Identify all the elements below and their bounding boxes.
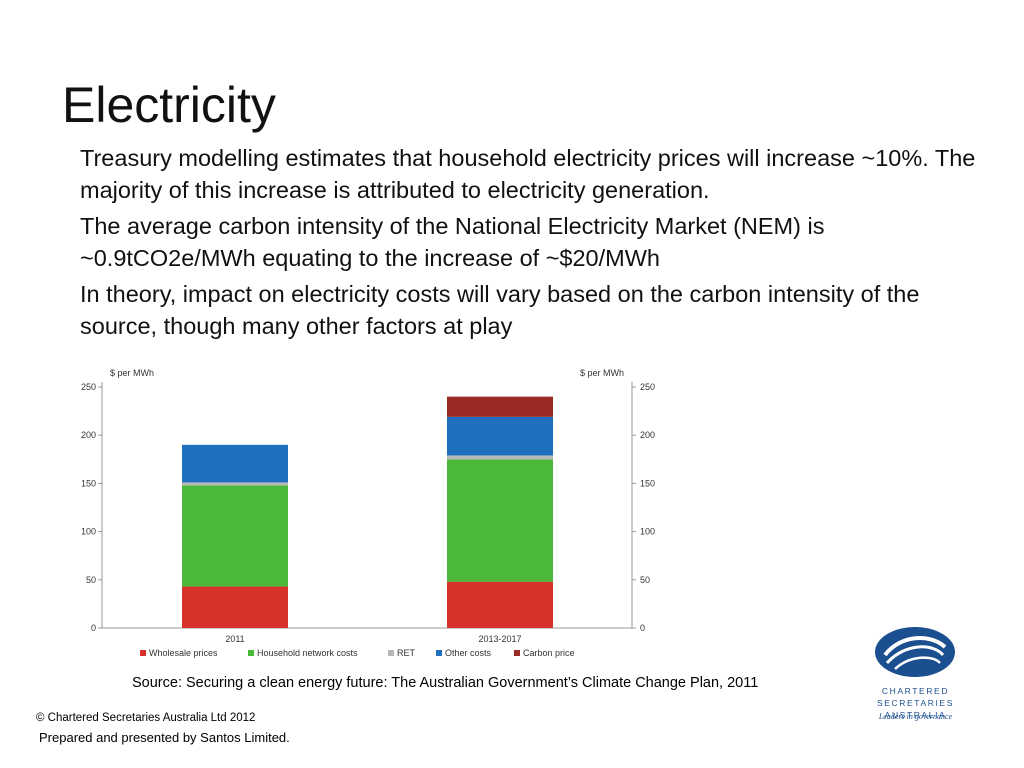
bullet-item: In theory, impact on electricity costs w… xyxy=(80,281,920,339)
legend-swatch xyxy=(388,650,394,656)
legend-swatch xyxy=(140,650,146,656)
chart-svg: 0 0 50 50 100 100 150 150 200 200 250 250 $ per MWh $… xyxy=(81,368,655,658)
y-tick-label-right: 150 xyxy=(640,478,655,488)
y-tick-label-left: 100 xyxy=(81,527,96,537)
logo-line-1: CHARTERED SECRETARIES xyxy=(877,686,954,708)
y-tick-label-left: 0 xyxy=(91,623,96,633)
logo-line-2: AUSTRALIA xyxy=(884,710,947,720)
y-axis-label-left: $ per MWh xyxy=(110,368,154,378)
prepared-by-text: Prepared and presented by Santos Limited… xyxy=(39,730,290,745)
bar-segment xyxy=(182,444,288,483)
legend-label: Wholesale prices xyxy=(149,648,218,658)
source-caption: Source: Securing a clean energy future: … xyxy=(132,675,759,691)
bar-segment xyxy=(447,416,553,456)
y-tick-label-right: 50 xyxy=(640,575,650,585)
y-axis-label-right: $ per MWh xyxy=(580,368,624,378)
bar-segment xyxy=(447,459,553,582)
x-tick-label: 2013-2017 xyxy=(478,634,521,644)
bullet-item: The average carbon intensity of the Nati… xyxy=(80,213,825,271)
legend-swatch xyxy=(514,650,520,656)
y-tick-label-right: 200 xyxy=(640,430,655,440)
y-tick-label-left: 50 xyxy=(86,575,96,585)
y-tick-label-left: 150 xyxy=(81,478,96,488)
bar-segment xyxy=(182,586,288,628)
legend-label: Other costs xyxy=(445,648,492,658)
cs-australia-logo-icon xyxy=(875,627,955,677)
stacked-bar-chart: 0 0 50 50 100 100 150 150 200 200 250 250 $ per MWh $… xyxy=(72,362,672,667)
bullet-item: Treasury modelling estimates that househ… xyxy=(80,145,976,203)
y-tick-label-right: 250 xyxy=(640,382,655,392)
bar-segment xyxy=(447,581,553,628)
legend-swatch xyxy=(436,650,442,656)
bullet-list: Treasury modelling estimates that househ… xyxy=(80,142,1000,346)
y-tick-label-left: 250 xyxy=(81,382,96,392)
legend-swatch xyxy=(248,650,254,656)
bar-segment xyxy=(447,396,553,417)
slide-title: Electricity xyxy=(62,77,276,133)
bar-segment xyxy=(447,455,553,460)
bar-segment xyxy=(182,482,288,486)
x-tick-label: 2011 xyxy=(225,634,244,644)
y-tick-label-right: 100 xyxy=(640,527,655,537)
logo-tagline: Leaders in governance xyxy=(878,712,953,721)
legend-label: Carbon price xyxy=(523,648,575,658)
y-tick-label-right: 0 xyxy=(640,623,645,633)
legend-label: Household network costs xyxy=(257,648,358,658)
copyright-text: © Chartered Secretaries Australia Ltd 20… xyxy=(36,712,256,724)
y-tick-label-left: 200 xyxy=(81,430,96,440)
legend-label: RET xyxy=(397,648,416,658)
logo-wordmark: CHARTERED SECRETARIES AUSTRALIA xyxy=(848,685,983,721)
bar-segment xyxy=(182,485,288,587)
